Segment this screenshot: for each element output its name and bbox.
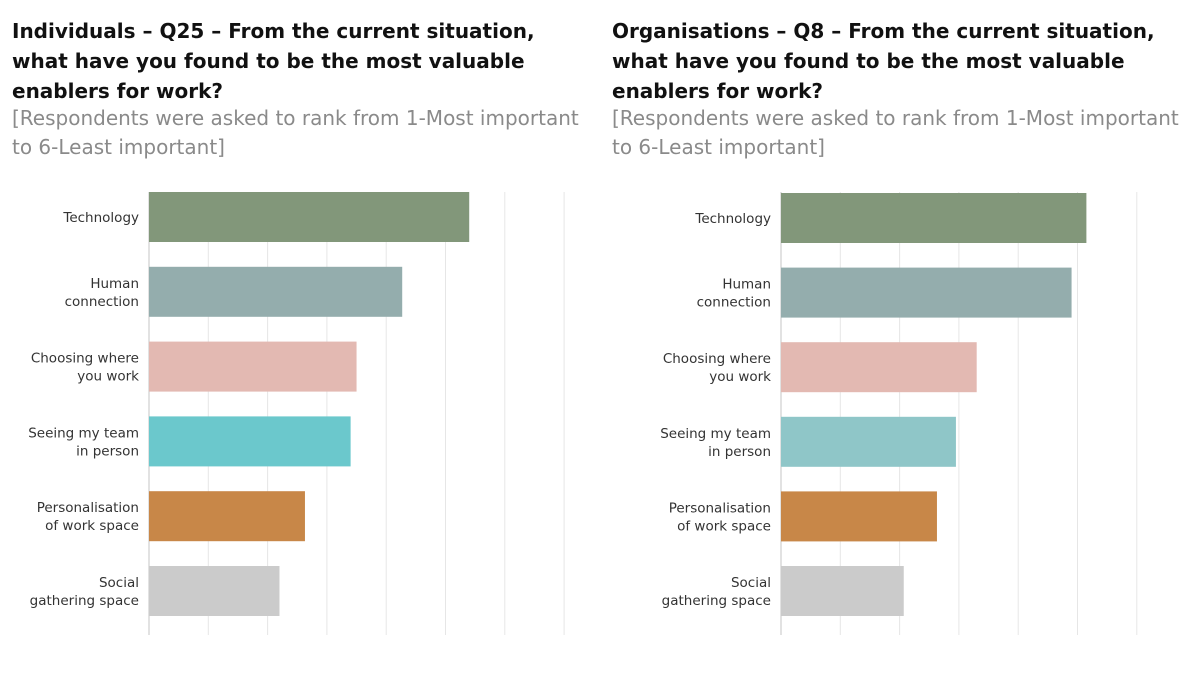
bar-personalisation-of-work-space: [149, 491, 305, 542]
bar-social-gathering-space: [149, 566, 280, 616]
chart-title: Organisations – Q8 – From the current si…: [612, 19, 1155, 103]
individuals-bar-chart: Technology Human connection Choosing where y…: [28, 192, 565, 635]
category-label: Seeing my team in person: [28, 425, 139, 459]
category-label: Human connection: [697, 277, 771, 311]
bar-personalisation-of-work-space: [781, 491, 937, 542]
chart-subtitle: [Respondents were asked to rank from 1-M…: [12, 106, 579, 159]
category-label: Technology: [62, 210, 139, 226]
category-label: Personalisation of work space: [669, 500, 771, 534]
bar-choosing-where-you-work: [781, 342, 977, 393]
category-label: Choosing where you work: [31, 351, 139, 385]
category-label: Technology: [694, 211, 771, 227]
category-label: Seeing my team in person: [660, 426, 771, 460]
chart-title: Individuals – Q25 – From the current sit…: [12, 19, 535, 103]
bar-social-gathering-space: [781, 566, 904, 616]
category-label: Personalisation of work space: [37, 500, 139, 534]
bar-human-connection: [149, 266, 403, 317]
bar-technology: [149, 192, 470, 242]
chart-subtitle: [Respondents were asked to rank from 1-M…: [612, 106, 1179, 159]
category-label: Human connection: [65, 276, 139, 310]
individuals-panel: Individuals – Q25 – From the current sit…: [0, 0, 580, 684]
bar-seeing-my-team-in-person: [781, 416, 956, 467]
bar-technology: [781, 193, 1087, 243]
bar-choosing-where-you-work: [149, 341, 357, 392]
category-label: Social gathering space: [662, 575, 771, 609]
organisations-panel: Organisations – Q8 – From the current si…: [600, 0, 1180, 684]
bar-seeing-my-team-in-person: [149, 416, 351, 467]
category-label: Social gathering space: [30, 575, 139, 609]
category-label: Choosing where you work: [663, 351, 771, 385]
bar-human-connection: [781, 267, 1072, 318]
organisations-bar-chart: Technology Human connection Choosing where y…: [660, 192, 1138, 635]
